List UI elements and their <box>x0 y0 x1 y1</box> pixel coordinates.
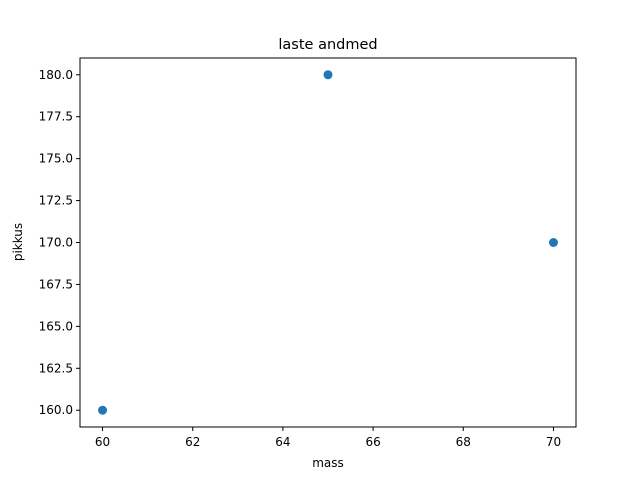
scatter-point <box>98 405 108 415</box>
x-tick-label: 60 <box>95 435 110 449</box>
x-axis-label: mass <box>312 456 344 470</box>
x-tick-label: 70 <box>546 435 561 449</box>
y-tick-label: 165.0 <box>39 319 73 333</box>
scatter-point <box>548 238 558 247</box>
x-tick-label: 62 <box>185 435 200 449</box>
x-tick-label: 68 <box>456 435 471 449</box>
y-tick-label: 177.5 <box>39 110 73 124</box>
data-points <box>98 70 558 415</box>
y-tick-label: 167.5 <box>39 277 73 291</box>
x-tick-label: 64 <box>275 435 290 449</box>
y-tick-label: 180.0 <box>39 68 73 82</box>
y-tick-label: 160.0 <box>39 403 73 417</box>
y-axis: 160.0 162.5 165.0 167.5 170.0 172.5 175.0 177.5… <box>39 68 80 417</box>
y-tick-label: 172.5 <box>39 194 73 208</box>
y-tick-label: 162.5 <box>39 361 73 375</box>
y-axis-label: pikkus <box>11 223 25 261</box>
y-tick-label: 170.0 <box>39 236 73 250</box>
x-tick-label: 66 <box>365 435 380 449</box>
chart-title: laste andmed <box>278 37 377 53</box>
plot-area-frame <box>79 57 577 428</box>
scatter-point <box>323 70 333 80</box>
x-axis: 60 62 64 66 68 70 <box>95 427 561 449</box>
y-tick-label: 175.0 <box>39 152 73 166</box>
